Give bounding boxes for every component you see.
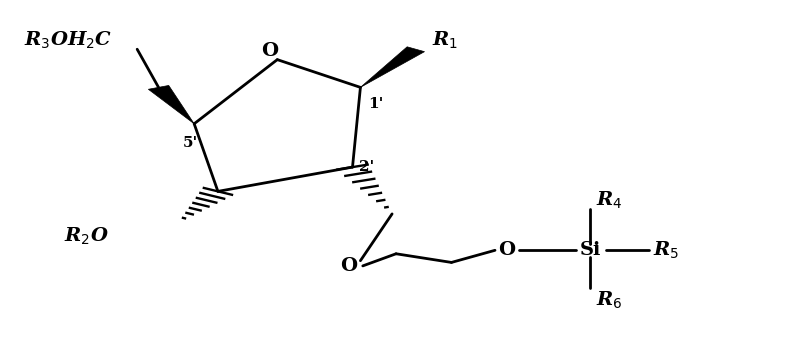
Polygon shape — [148, 86, 194, 124]
Text: O: O — [261, 42, 278, 60]
Text: O: O — [498, 241, 515, 259]
Polygon shape — [361, 47, 425, 87]
Text: R$_5$: R$_5$ — [654, 240, 680, 261]
Text: O: O — [340, 257, 357, 275]
Text: 5': 5' — [182, 136, 198, 150]
Text: R$_2$O: R$_2$O — [63, 226, 109, 247]
Text: Si: Si — [579, 241, 601, 259]
Text: R$_4$: R$_4$ — [596, 189, 623, 211]
Text: 1': 1' — [368, 97, 384, 111]
Text: R$_3$OH$_2$C: R$_3$OH$_2$C — [24, 30, 112, 51]
Text: R$_1$: R$_1$ — [432, 30, 458, 51]
Text: 2': 2' — [359, 160, 374, 174]
Text: R$_6$: R$_6$ — [596, 290, 623, 311]
